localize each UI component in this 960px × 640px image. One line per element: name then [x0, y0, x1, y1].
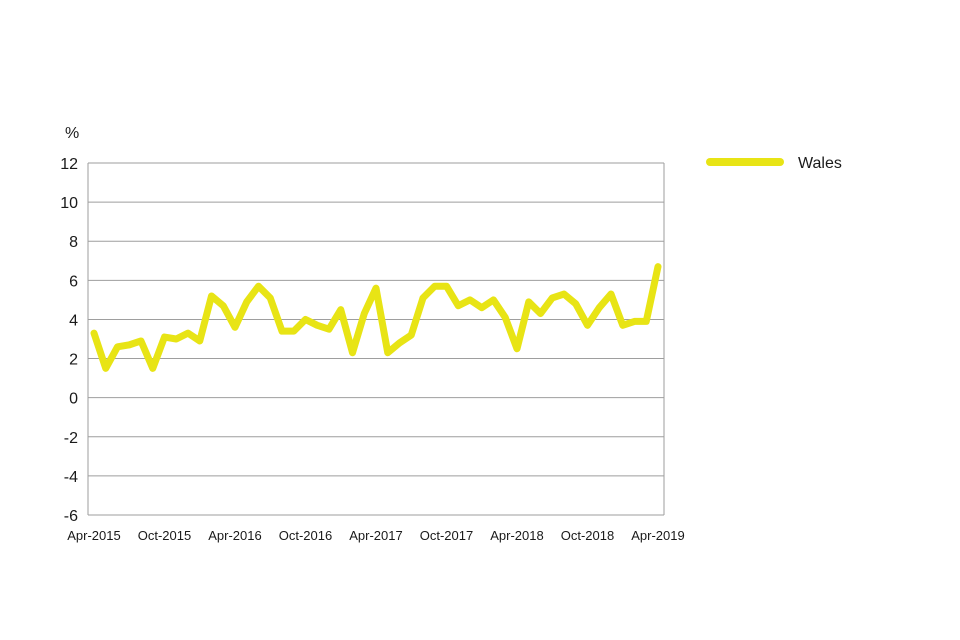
y-tick-label: 2	[69, 352, 78, 369]
y-tick-label: 6	[69, 273, 78, 290]
y-tick-label: 4	[69, 312, 78, 329]
data-point	[478, 304, 485, 311]
x-tick-label: Apr-2015	[67, 528, 120, 543]
y-tick-label: -6	[64, 508, 78, 525]
data-point	[420, 294, 426, 301]
data-point	[314, 322, 321, 329]
data-point	[138, 337, 144, 344]
data-point	[572, 300, 579, 307]
x-tick-label: Oct-2016	[279, 528, 332, 543]
data-point	[537, 310, 544, 317]
data-point	[502, 314, 509, 321]
data-point	[91, 330, 97, 337]
x-tick-label: Apr-2017	[349, 528, 402, 543]
gridlines	[88, 162, 664, 516]
y-tick-label: 0	[69, 391, 78, 408]
data-point	[149, 365, 156, 372]
data-point	[337, 306, 344, 313]
data-point	[490, 296, 497, 303]
y-tick-label: -4	[64, 469, 78, 486]
y-tick-label: 12	[60, 156, 78, 173]
legend: Wales	[706, 155, 842, 172]
y-tick-label: -2	[64, 430, 78, 447]
data-point	[290, 328, 297, 335]
data-point	[467, 296, 473, 303]
data-point	[196, 337, 203, 344]
data-point	[267, 294, 274, 301]
data-point	[608, 291, 614, 298]
y-unit-label: %	[65, 125, 79, 142]
x-tick-label: Apr-2018	[490, 528, 543, 543]
data-point	[384, 349, 391, 356]
data-point	[220, 302, 227, 309]
data-point	[514, 345, 520, 352]
x-tick-labels: Apr-2015 Oct-2015 Apr-2016 Oct-2016 Apr-2017…	[67, 528, 684, 543]
data-point	[302, 316, 309, 323]
x-tick-label: Apr-2016	[208, 528, 261, 543]
data-point	[619, 322, 626, 329]
data-point	[243, 298, 250, 305]
y-tick-labels: 12 10 8 6 4 2 0 -2 -4 -6	[60, 156, 78, 525]
data-point	[584, 322, 591, 329]
data-point	[561, 291, 567, 298]
data-point	[408, 332, 415, 339]
data-point	[208, 292, 215, 299]
data-point	[373, 285, 379, 292]
data-point	[431, 283, 438, 290]
data-point	[655, 263, 661, 270]
data-point	[326, 326, 332, 333]
x-tick-label: Oct-2017	[420, 528, 473, 543]
y-tick-label: 8	[69, 234, 78, 251]
data-point	[161, 334, 168, 341]
legend-label-wales: Wales	[798, 155, 842, 172]
data-point	[525, 298, 532, 305]
y-tick-label: 10	[60, 195, 78, 212]
data-point	[361, 310, 368, 317]
data-point	[455, 302, 462, 309]
data-point	[232, 324, 238, 331]
series-line-wales	[90, 263, 662, 372]
data-point	[349, 349, 356, 356]
series-layer	[90, 263, 662, 372]
data-point	[185, 330, 191, 337]
data-point	[255, 283, 262, 290]
data-point	[173, 336, 180, 342]
data-point	[279, 328, 285, 335]
axes	[87, 163, 665, 515]
data-point	[102, 365, 109, 372]
data-point	[443, 283, 450, 290]
x-tick-label: Oct-2018	[561, 528, 614, 543]
data-point	[396, 339, 403, 346]
x-tick-label: Oct-2015	[138, 528, 191, 543]
data-point	[643, 318, 650, 325]
x-tick-label: Apr-2019	[631, 528, 684, 543]
data-point	[126, 341, 133, 348]
data-point	[549, 294, 556, 301]
data-point	[114, 343, 121, 350]
data-point	[631, 318, 638, 325]
data-point	[596, 304, 603, 311]
